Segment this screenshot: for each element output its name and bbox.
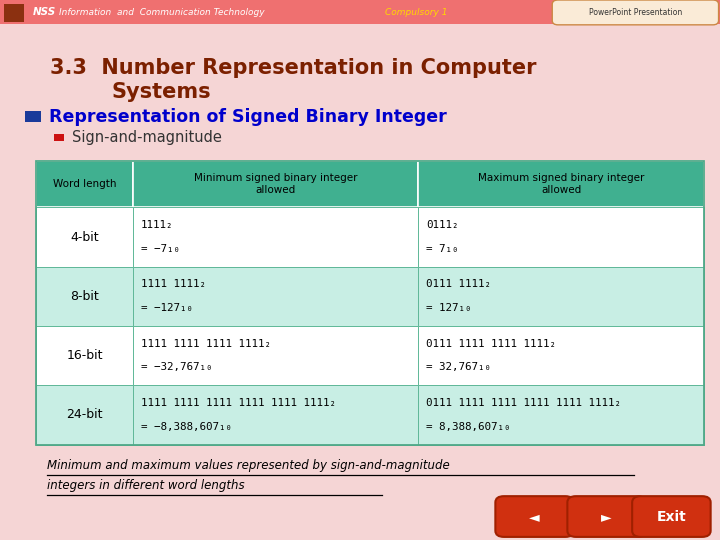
FancyBboxPatch shape [632, 496, 711, 537]
Text: = −8,388,607₁₀: = −8,388,607₁₀ [141, 422, 232, 432]
Text: 24-bit: 24-bit [66, 408, 103, 421]
Bar [133, 326, 418, 386]
Text: 0111 1111 1111 1111₂: 0111 1111 1111 1111₂ [426, 339, 557, 349]
Text: ◄: ◄ [529, 510, 540, 524]
Text: = −32,767₁₀: = −32,767₁₀ [141, 362, 212, 373]
Text: Sign-and-magnitude: Sign-and-magnitude [72, 130, 222, 145]
Text: 0111₂: 0111₂ [426, 220, 459, 230]
Text: Representation of Signed Binary Integer: Representation of Signed Binary Integer [49, 107, 446, 126]
Bar [418, 161, 704, 207]
Text: Compulsory 1: Compulsory 1 [385, 8, 448, 17]
Text: = 127₁₀: = 127₁₀ [426, 303, 472, 313]
Bar [418, 326, 704, 386]
Text: 4-bit: 4-bit [70, 231, 99, 244]
Bar [418, 207, 704, 267]
Bar [36, 326, 133, 386]
Bar [36, 161, 133, 207]
Bar [418, 386, 704, 444]
Bar [133, 207, 418, 267]
Text: 1111 1111₂: 1111 1111₂ [141, 280, 206, 289]
Text: Minimum signed binary integer
allowed: Minimum signed binary integer allowed [194, 173, 357, 195]
Text: NSS: NSS [32, 7, 55, 17]
FancyBboxPatch shape [495, 496, 574, 537]
Text: Information  and  Communication Technology: Information and Communication Technology [59, 8, 265, 17]
FancyBboxPatch shape [567, 496, 646, 537]
Bar [418, 267, 704, 326]
Text: Minimum and maximum values represented by sign-and-magnitude: Minimum and maximum values represented b… [47, 458, 449, 472]
Text: 1111 1111 1111 1111₂: 1111 1111 1111 1111₂ [141, 339, 271, 349]
Text: Maximum signed binary integer
allowed: Maximum signed binary integer allowed [478, 173, 644, 195]
Text: 8-bit: 8-bit [70, 290, 99, 303]
Text: Exit: Exit [657, 510, 686, 524]
Text: 0111 1111₂: 0111 1111₂ [426, 280, 491, 289]
Bar [25, 111, 41, 122]
Bar [133, 161, 418, 207]
Bar [36, 207, 133, 267]
Text: = 8,388,607₁₀: = 8,388,607₁₀ [426, 422, 510, 432]
Text: = −127₁₀: = −127₁₀ [141, 303, 193, 313]
Text: 1111 1111 1111 1111 1111 1111₂: 1111 1111 1111 1111 1111 1111₂ [141, 398, 336, 408]
Text: integers in different word lengths: integers in different word lengths [47, 480, 244, 492]
Bar [36, 386, 133, 444]
Text: PowerPoint Presentation: PowerPoint Presentation [589, 8, 683, 17]
Text: 3.3  Number Representation in Computer: 3.3 Number Representation in Computer [50, 58, 537, 78]
Text: Systems: Systems [112, 82, 211, 102]
Text: 16-bit: 16-bit [66, 349, 103, 362]
Bar [133, 267, 418, 326]
Bar [36, 267, 133, 326]
Bar [133, 386, 418, 444]
Text: = −7₁₀: = −7₁₀ [141, 244, 180, 254]
Text: = 32,767₁₀: = 32,767₁₀ [426, 362, 491, 373]
Text: = 7₁₀: = 7₁₀ [426, 244, 459, 254]
Bar [54, 134, 64, 141]
Text: Word length: Word length [53, 179, 116, 189]
Text: 0111 1111 1111 1111 1111 1111₂: 0111 1111 1111 1111 1111 1111₂ [426, 398, 621, 408]
Text: 1111₂: 1111₂ [141, 220, 174, 230]
Bar [36, 161, 704, 444]
Text: ►: ► [601, 510, 612, 524]
